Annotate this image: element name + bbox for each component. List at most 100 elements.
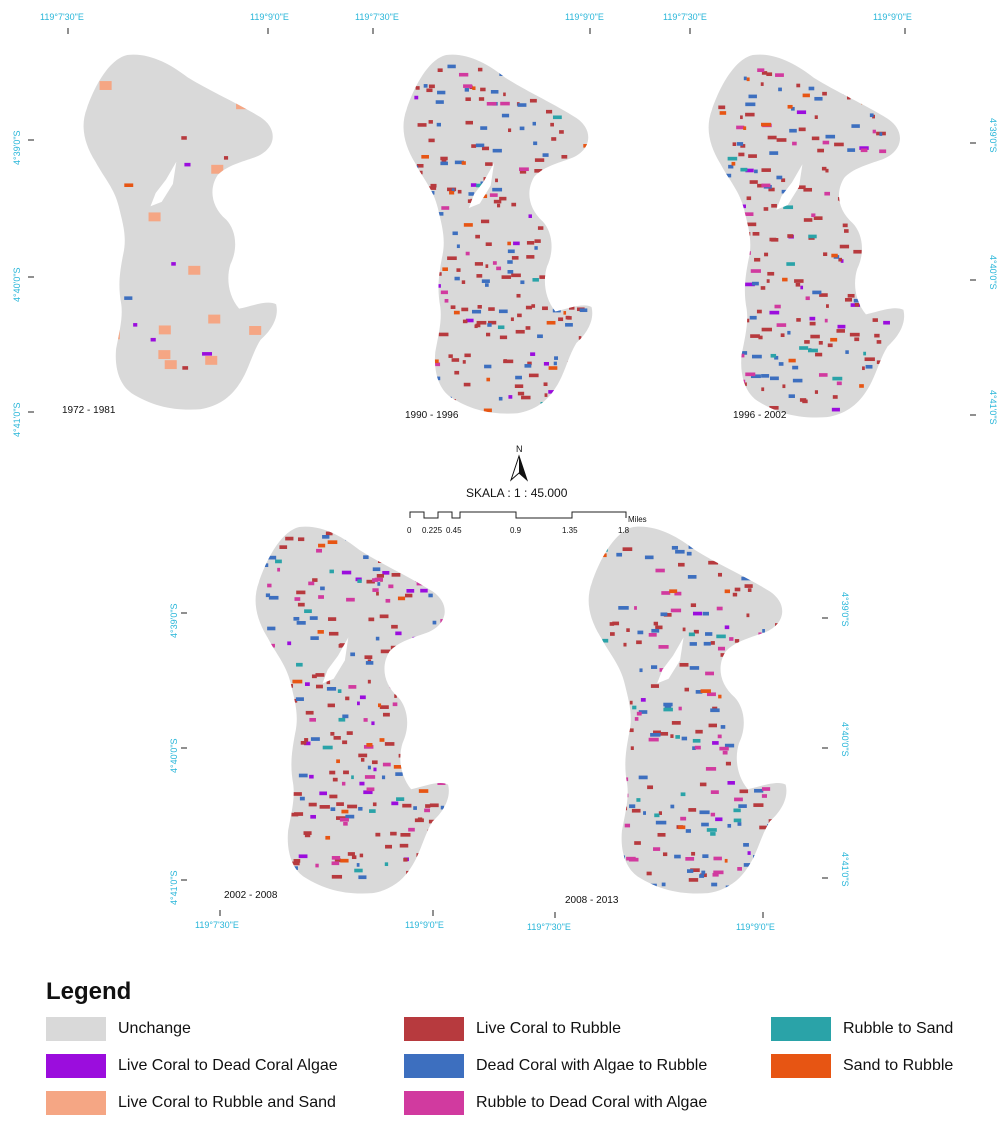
change-patch-sand-to-rubble xyxy=(743,126,747,130)
change-patch-rubble-to-dead-coral-algae xyxy=(607,733,611,738)
change-patch-dead-coral-algae-to-rubble xyxy=(686,551,692,556)
change-patch-live-coral-to-rubble xyxy=(474,262,483,266)
change-patch-dead-coral-algae-to-rubble xyxy=(295,697,304,701)
change-patch-sand-to-rubble xyxy=(449,190,455,195)
change-patch-live-coral-to-rubble xyxy=(847,73,856,77)
change-patch-rubble-to-dead-coral-algae xyxy=(710,812,716,817)
change-patch-live-coral-to-rubble xyxy=(485,264,489,268)
change-patch-live-coral-to-rubble xyxy=(753,803,764,807)
lat-label: 4°40'0"S xyxy=(12,267,22,302)
change-patch-rubble-to-dead-coral-algae xyxy=(736,125,745,130)
legend-label: Live Coral to Rubble xyxy=(476,1020,621,1037)
change-patch-live-coral-to-rubble xyxy=(427,731,437,736)
change-patch-dead-coral-algae-to-rubble xyxy=(432,620,437,625)
change-patch-live-coral-to-rubble xyxy=(329,770,336,775)
change-patch-rubble-to-sand xyxy=(808,234,817,239)
change-patch-rubble-to-dead-coral-algae xyxy=(879,149,887,154)
change-patch-live-coral-to-dead-coral-algae xyxy=(796,110,807,115)
change-patch-dead-coral-algae-to-rubble xyxy=(825,134,836,139)
change-patch-rubble-to-dead-coral-algae xyxy=(705,671,715,676)
change-patch-dead-coral-algae-to-rubble xyxy=(438,739,441,744)
island-shape xyxy=(83,54,277,410)
change-patch-live-coral-to-rubble xyxy=(763,207,769,211)
change-patch-rubble-to-dead-coral-algae xyxy=(710,790,719,794)
change-patch-live-coral-to-rubble xyxy=(558,317,564,322)
change-patch-live-coral-to-rubble xyxy=(732,548,742,553)
lagoon xyxy=(322,637,349,684)
change-patch-dead-coral-algae-to-rubble xyxy=(736,142,744,146)
change-patch-live-coral-to-rubble xyxy=(402,803,412,808)
change-patch-sand-to-rubble xyxy=(341,809,349,814)
change-patch-live-coral-to-dead-coral-algae xyxy=(395,631,402,636)
change-patch-live-coral-to-dead-coral-algae xyxy=(310,814,316,819)
change-patch-live-coral-to-rubble xyxy=(876,340,882,344)
change-patch-live-coral-to-rubble xyxy=(865,201,871,206)
change-patch-live-coral-to-rubble xyxy=(725,761,731,766)
change-patch-live-coral-to-rubble xyxy=(394,694,397,698)
change-patch-rubble-to-sand xyxy=(675,735,680,739)
change-patch-dead-coral-algae-to-rubble xyxy=(762,629,765,633)
change-patch-dead-coral-algae-to-rubble xyxy=(792,378,803,383)
legend-item: Sand to Rubble xyxy=(771,1053,953,1079)
change-patch-live-coral-to-rubble xyxy=(748,154,757,158)
change-patch-rubble-to-sand xyxy=(384,862,389,867)
change-patch-rubble-to-dead-coral-algae xyxy=(433,362,441,367)
change-patch-sand-to-rubble xyxy=(744,648,748,652)
lagoon xyxy=(776,164,803,210)
change-patch-live-coral-to-rubble xyxy=(448,354,453,358)
change-patch-live-coral-to-rubble xyxy=(534,158,545,162)
change-patch-live-coral-to-rubble xyxy=(708,723,717,728)
change-patch-rubble-to-dead-coral-algae xyxy=(725,325,729,329)
change-patch-rubble-to-dead-coral-algae xyxy=(315,863,319,868)
change-patch-rubble-to-dead-coral-algae xyxy=(440,619,444,623)
lon-label: 119°9'0"E xyxy=(873,12,912,22)
change-patch-rubble-to-dead-coral-algae xyxy=(655,568,665,573)
change-patch-live-coral-to-dead-coral-algae xyxy=(519,69,529,73)
change-patch-dead-coral-algae-to-rubble xyxy=(851,124,860,128)
change-patch-live-coral-to-dead-coral-algae xyxy=(513,241,520,246)
change-patch-live-coral-to-rubble xyxy=(763,641,771,646)
change-patch-live-coral-to-rubble xyxy=(379,614,389,619)
change-patch-dead-coral-algae-to-rubble xyxy=(702,854,709,859)
change-patch-live-coral-to-rubble xyxy=(347,852,355,856)
change-patch-dead-coral-algae-to-rubble xyxy=(322,535,330,539)
change-patch-dead-coral-algae-to-rubble xyxy=(774,654,783,659)
legend-swatch xyxy=(771,1017,831,1041)
change-patch-live-coral-to-rubble xyxy=(433,272,442,276)
legend-swatch xyxy=(46,1091,106,1115)
change-patch-rubble-to-dead-coral-algae xyxy=(267,583,272,588)
change-patch-live-coral-to-dead-coral-algae xyxy=(724,625,730,630)
change-patch-live-coral-to-dead-coral-algae xyxy=(382,570,390,575)
change-patch-sand-to-rubble xyxy=(546,320,556,325)
change-patch-dead-coral-algae-to-rubble xyxy=(389,540,394,544)
change-patch-live-coral-to-rubble xyxy=(398,753,406,758)
change-patch-live-coral-to-rubble xyxy=(568,234,578,238)
change-patch-dead-coral-algae-to-rubble xyxy=(438,761,446,766)
change-patch-rubble-to-sand xyxy=(632,705,637,710)
change-patch-dead-coral-algae-to-rubble xyxy=(861,287,871,291)
change-patch-live-coral-to-dead-coral-algae xyxy=(412,751,423,756)
change-patch-rubble-to-sand xyxy=(351,775,354,780)
change-patch-live-coral-to-rubble xyxy=(887,212,895,216)
change-patch-rubble-to-dead-coral-algae xyxy=(364,775,376,779)
change-patch-dead-coral-algae-to-rubble xyxy=(889,160,893,165)
change-patch-live-coral-to-rubble xyxy=(517,313,522,318)
change-patch-dead-coral-algae-to-rubble xyxy=(741,576,752,581)
change-patch-live-coral-to-rubble xyxy=(485,242,492,246)
change-patch-live-coral-to-rubble xyxy=(488,320,497,325)
change-patch-live-coral-to-rubble xyxy=(872,409,877,414)
change-patch-rubble-to-dead-coral-algae xyxy=(887,105,897,109)
change-patch-dead-coral-algae-to-rubble xyxy=(436,122,441,127)
change-patch-sand-to-rubble xyxy=(483,408,492,413)
legend-item: Unchange xyxy=(46,1016,191,1042)
change-patch-live-coral-to-rubble xyxy=(308,802,317,807)
change-patch-dead-coral-algae-to-rubble xyxy=(754,169,758,174)
change-patch-rubble-to-sand xyxy=(733,808,741,813)
change-patch-live-coral-to-rubble xyxy=(757,183,764,188)
change-patch-live-coral-to-rubble xyxy=(332,777,338,782)
change-patch-dead-coral-algae-to-rubble xyxy=(498,309,508,314)
change-patch-live-coral-to-rubble xyxy=(601,788,610,793)
change-patch-live-coral-to-rubble xyxy=(327,703,335,708)
change-patch-dead-coral-algae-to-rubble xyxy=(865,364,873,369)
change-patch-rubble-to-dead-coral-algae xyxy=(680,816,687,821)
